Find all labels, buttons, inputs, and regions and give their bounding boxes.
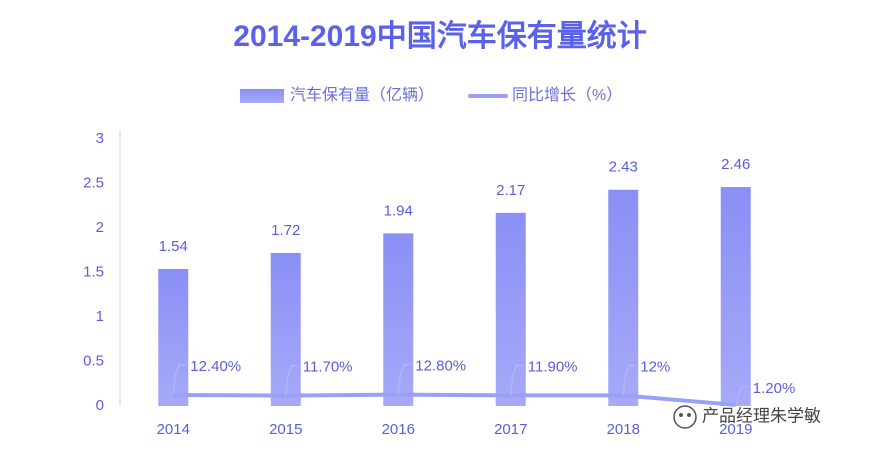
label-leader [622,364,636,396]
label-leader [735,386,748,406]
x-tick-label: 2017 [494,421,527,438]
data-label: 2.43 [609,159,638,176]
bar [608,189,639,406]
y-tick-label: 1 [96,308,104,325]
x-tick-label: 2015 [269,421,302,438]
y-tick-label: 3 [96,130,104,147]
bar [270,252,301,406]
data-label: 1.54 [159,238,188,255]
data-label: 12% [640,358,670,375]
y-tick-label: 0.5 [83,352,104,369]
data-label: 1.20% [753,380,796,397]
data-label: 11.70% [303,359,353,376]
data-label: 12.40% [190,358,241,375]
line [173,392,736,407]
x-tick-label: 2019 [719,421,752,438]
y-tick-label: 1.5 [83,263,104,280]
x-tick-label: 2016 [382,421,415,438]
y-tick-label: 2 [96,219,104,236]
watermark: 产品经理朱学敏 [673,405,821,429]
label-leader [510,364,523,396]
x-tick-label: 2014 [157,421,190,438]
label-leader [285,364,298,396]
legend-label: 同比增长（%） [512,86,622,104]
y-tick-label: 0 [96,397,104,414]
data-label: 1.94 [384,202,413,219]
data-label: 2.46 [721,156,750,173]
bar [383,233,414,406]
legend-swatch [240,89,284,103]
chart-title: 2014-2019中国汽车保有量统计 [233,19,646,53]
data-label: 11.90% [528,358,578,375]
data-label: 1.72 [271,222,300,239]
bar [720,187,751,406]
bar [495,212,526,406]
label-leader [397,363,411,395]
data-label: 2.17 [496,182,525,199]
x-tick-label: 2018 [607,421,640,438]
legend-label: 汽车保有量（亿辆） [290,86,434,104]
data-label: 12.80% [415,358,466,375]
bar [158,268,189,406]
y-tick-label: 2.5 [83,174,104,191]
label-leader [172,364,186,396]
watermark-text: 产品经理朱学敏 [702,406,821,425]
